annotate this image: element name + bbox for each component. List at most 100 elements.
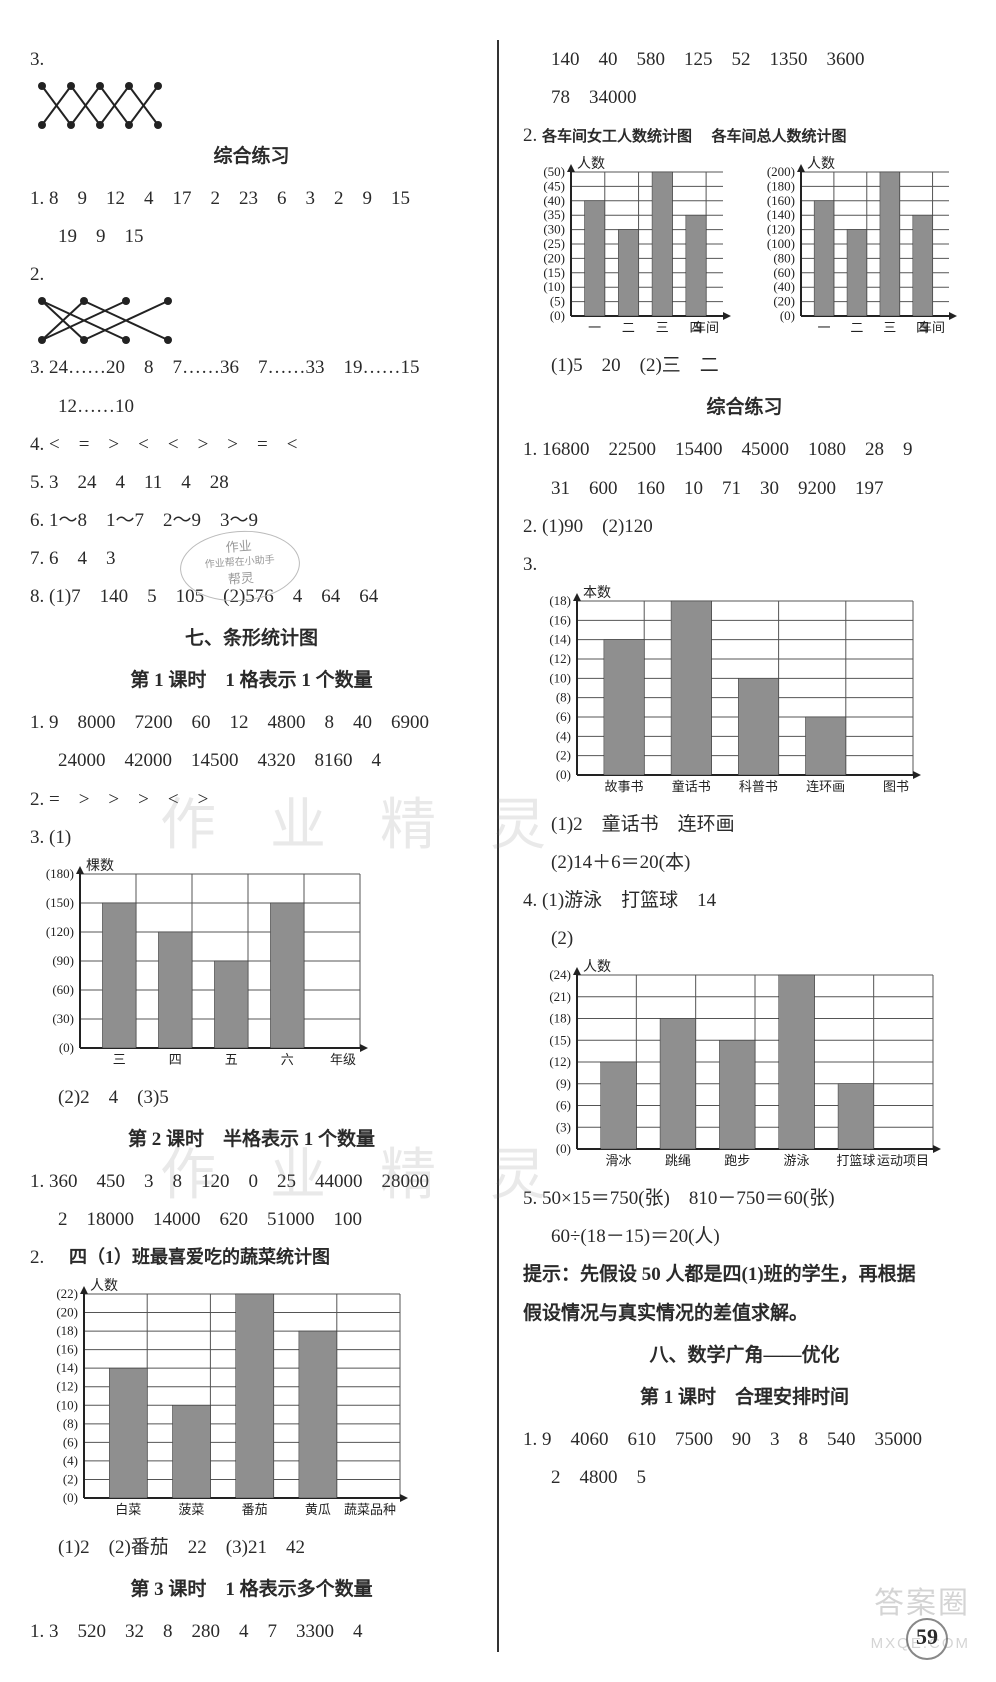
svg-text:(0): (0) [779,308,794,323]
lesson8-1-title: 第 1 课时 合理安排时间 [523,1380,966,1416]
svg-text:(24): (24) [549,967,571,982]
s2-3-2: (2)14＋6＝20(本) [523,845,966,881]
p1-values: 8 9 12 4 17 2 23 6 3 2 9 15 [49,188,410,209]
svg-text:(30): (30) [52,1011,74,1026]
svg-text:(0): (0) [556,1141,571,1156]
svg-text:(0): (0) [63,1490,78,1505]
svg-text:人数: 人数 [90,1278,118,1294]
svg-text:三: 三 [113,1052,126,1067]
svg-text:一: 一 [817,320,830,335]
svg-text:游泳: 游泳 [784,1153,810,1168]
u8-1b: 2 4800 5 [523,1460,966,1496]
l3-1: 1. 3 520 32 8 280 4 7 3300 4 [30,1614,473,1650]
s2-5a: 5. 50×15＝750(张) 810－750＝60(张) [523,1181,966,1217]
svg-text:(140): (140) [766,207,794,222]
l1-1b: 24000 42000 14500 4320 8160 4 [30,743,473,779]
svg-text:滑冰: 滑冰 [606,1153,632,1168]
svg-text:(2): (2) [63,1472,78,1487]
svg-text:(150): (150) [46,895,74,910]
l2-2-label: 2. [30,1247,44,1268]
svg-text:(22): (22) [56,1286,78,1301]
svg-text:(8): (8) [63,1416,78,1431]
svg-text:(6): (6) [63,1435,78,1450]
s2-4-2-label: (2) [551,928,573,949]
svg-text:菠菜: 菠菜 [178,1502,204,1517]
svg-text:四: 四 [169,1052,182,1067]
p3: 3. 24……20 8 7……36 7……33 19……15 [30,350,473,386]
svg-text:(2): (2) [556,748,571,763]
svg-text:(40): (40) [773,279,795,294]
s2-2: 2. (1)90 (2)120 [523,509,966,545]
r2: 2. 各车间女工人数统计图 各车间总人数统计图 [523,118,966,154]
svg-text:连环画: 连环画 [806,779,845,794]
s2-3: 3. [523,547,966,583]
hint2: 假设情况与真实情况的差值求解。 [523,1296,966,1332]
svg-text:五: 五 [225,1052,238,1067]
chart3b-title: 各车间总人数统计图 [712,129,847,145]
s2-4: 4. (1)游泳 打篮球 14 [523,883,966,919]
svg-text:人数: 人数 [807,156,835,172]
svg-text:(21): (21) [549,989,571,1004]
l1-3-2: (2)2 4 (3)5 [30,1080,473,1116]
p4: 4. < = > < < > > = < [30,427,473,463]
svg-text:童话书: 童话书 [672,779,711,794]
p2-label: 2. [30,264,44,285]
p1b: 19 9 15 [30,219,473,255]
chart-4: 本数(0)(2)(4)(6)(8)(10)(12)(14)(16)(18)故事书… [523,585,923,805]
svg-text:番茄: 番茄 [242,1502,268,1517]
section-title-2: 综合练习 [523,390,966,426]
svg-text:(30): (30) [543,222,565,237]
svg-text:故事书: 故事书 [605,779,644,794]
q3: 3. [30,42,473,133]
s2-5b: 60÷(18－15)＝20(人) [523,1219,966,1255]
l2-ans: (1)2 (2)番茄 22 (3)21 42 [30,1530,473,1566]
svg-text:人数: 人数 [577,156,605,172]
svg-text:(0): (0) [59,1040,74,1055]
chart3a-title: 各车间女工人数统计图 [542,129,692,145]
u8-1: 1. 9 4060 610 7500 90 3 8 540 35000 [523,1422,966,1458]
corner-mark: 答案圈 [874,1578,970,1622]
r2-ans: (1)5 20 (2)三 二 [523,348,966,384]
svg-text:六: 六 [281,1052,294,1067]
svg-text:车间: 车间 [918,320,944,335]
svg-text:(3): (3) [556,1119,571,1134]
svg-text:(0): (0) [550,308,565,323]
svg-text:(15): (15) [549,1032,571,1047]
svg-text:车间: 车间 [693,320,719,335]
svg-text:(20): (20) [543,251,565,266]
r-top1: 140 40 580 125 52 1350 3600 [523,42,966,78]
svg-text:(9): (9) [556,1076,571,1091]
matching-diagram-1 [30,78,170,133]
l1-1: 1. 9 8000 7200 60 12 4800 8 40 6900 [30,705,473,741]
svg-text:(12): (12) [56,1379,78,1394]
svg-text:打篮球: 打篮球 [836,1153,875,1168]
svg-text:一: 一 [588,320,601,335]
svg-text:(12): (12) [549,651,571,666]
svg-text:(90): (90) [52,953,74,968]
svg-text:(10): (10) [56,1397,78,1412]
corner-url: MXQE.COM [871,1635,970,1652]
svg-text:(6): (6) [556,1098,571,1113]
l1-2: 2. = > > > < > [30,782,473,818]
svg-text:(4): (4) [63,1453,78,1468]
chart-5: 人数(0)(3)(6)(9)(12)(15)(18)(21)(24)滑冰跳绳跑步… [523,959,943,1179]
unit-title: 七、条形统计图 [30,621,473,657]
p5: 5. 3 24 4 11 4 28 [30,465,473,501]
svg-text:跑步: 跑步 [724,1153,750,1168]
hint1: 提示：先假设 50 人都是四(1)班的学生，再根据 [523,1257,966,1293]
svg-text:(180): (180) [766,179,794,194]
svg-text:(20): (20) [56,1305,78,1320]
page: 作 业 精 灵 作 业 精 灵 3. 综合练习 1. 8 9 12 4 17 2… [0,0,996,1682]
svg-text:(200): (200) [766,164,794,179]
l2-1b: 2 18000 14000 620 51000 100 [30,1202,473,1238]
svg-text:(120): (120) [766,222,794,237]
svg-text:(80): (80) [773,251,795,266]
lesson3-title: 第 3 课时 1 格表示多个数量 [30,1572,473,1608]
chart-3b: 人数(0)(20)(40)(60)(80)(100)(120)(140)(160… [749,156,959,346]
unit8-title: 八、数学广角——优化 [523,1338,966,1374]
svg-text:(160): (160) [766,193,794,208]
lesson2-title: 第 2 课时 半格表示 1 个数量 [30,1122,473,1158]
svg-text:(16): (16) [56,1342,78,1357]
svg-text:科普书: 科普书 [739,779,778,794]
s2-3-1: (1)2 童话书 连环画 [523,807,966,843]
